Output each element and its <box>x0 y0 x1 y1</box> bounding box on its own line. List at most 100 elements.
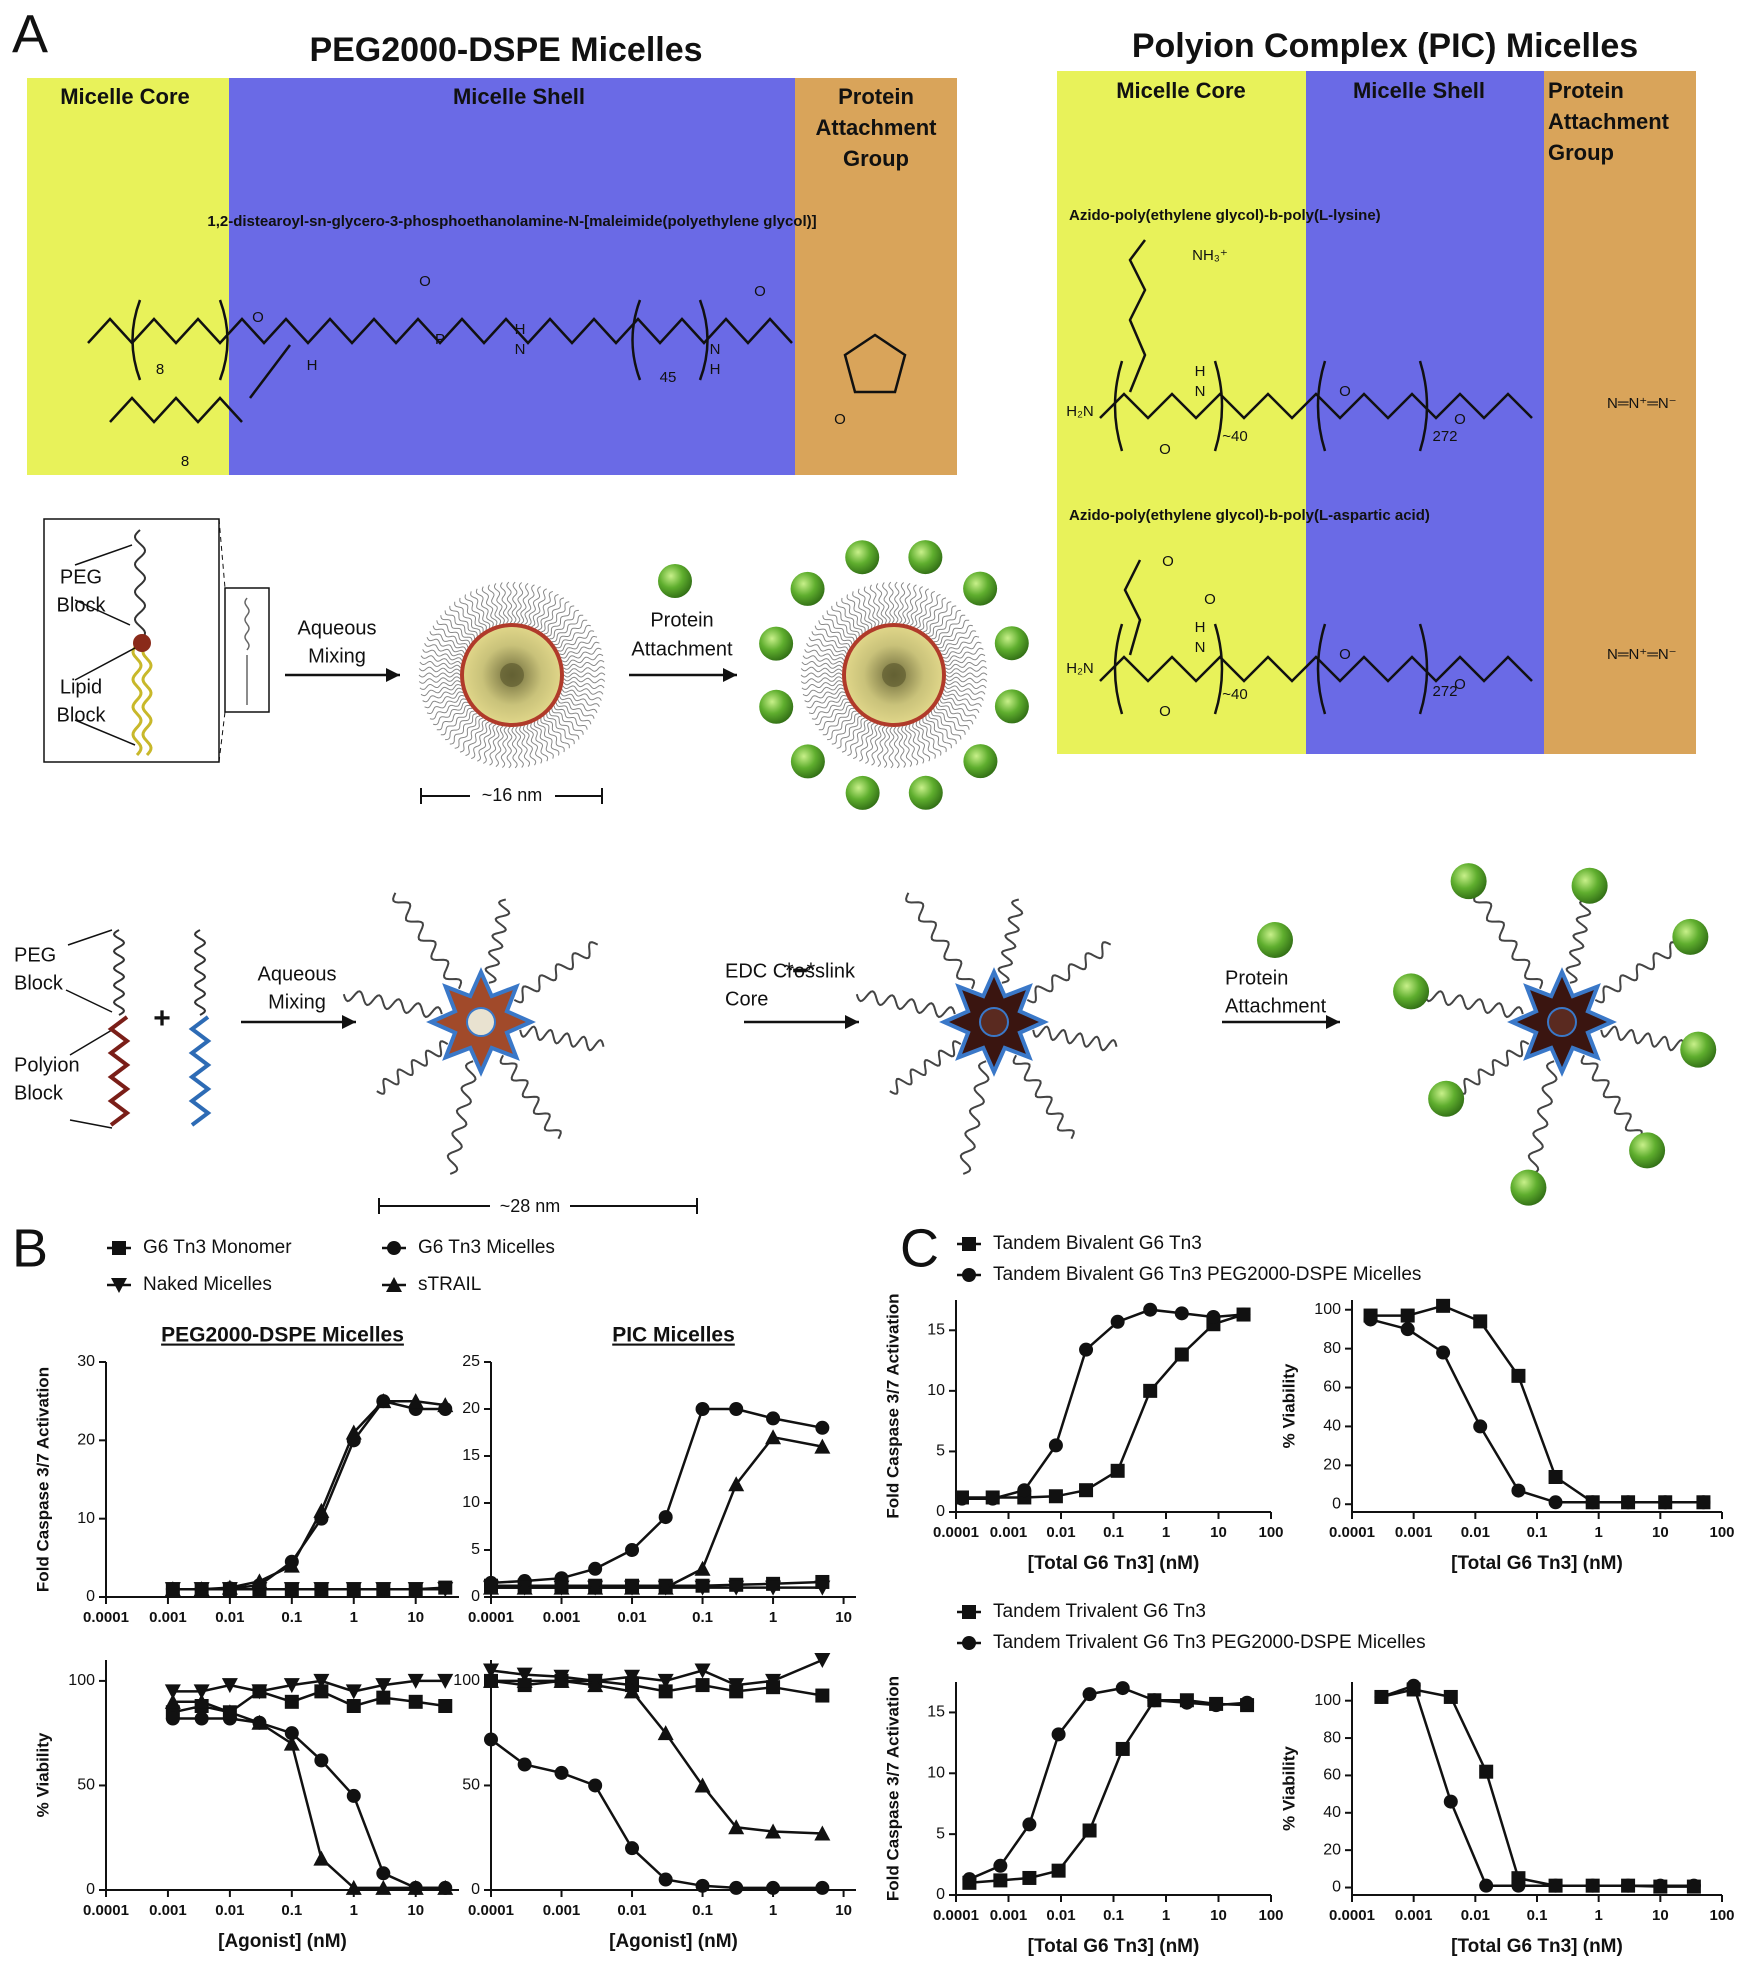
y-axis-label: % Viability <box>33 1732 52 1817</box>
marker <box>408 1694 423 1709</box>
atom-label: O <box>1339 646 1351 663</box>
x-tick-label: 0.001 <box>1395 1907 1433 1924</box>
peg-corona <box>822 707 855 736</box>
marker <box>657 1579 674 1595</box>
peg-corona <box>826 610 858 639</box>
marker <box>815 1420 830 1435</box>
y-tick-label: 20 <box>1323 1841 1341 1858</box>
peg-arm <box>1565 898 1592 984</box>
marker <box>962 1268 976 1282</box>
peg-corona <box>537 594 559 631</box>
peg-corona <box>802 683 844 697</box>
peg-corona <box>555 702 592 725</box>
peg-corona <box>537 719 560 756</box>
marker <box>814 1825 831 1841</box>
series-line <box>491 1580 823 1587</box>
x-axis-label: [Total G6 Tn3] (nM) <box>1451 1553 1623 1574</box>
label: Micelle Core <box>1116 78 1246 103</box>
marker <box>1621 1495 1636 1510</box>
series-line <box>1381 1688 1694 1888</box>
peg-corona <box>935 705 970 730</box>
protein <box>1680 1031 1717 1068</box>
peg-corona <box>836 601 863 635</box>
marker <box>588 1778 603 1793</box>
x-tick-label: 0.001 <box>990 1524 1028 1541</box>
scale-bar <box>420 788 603 804</box>
peg-arm <box>499 1054 562 1140</box>
atom-label: O <box>419 273 431 290</box>
label: EDC Crosslink <box>725 960 856 982</box>
atom-label: 272 <box>1432 683 1457 700</box>
marker <box>313 1502 330 1518</box>
y-tick-label: 15 <box>462 1447 480 1464</box>
y-tick-label: 80 <box>1323 1340 1341 1357</box>
marker <box>407 1879 424 1895</box>
peg-corona <box>852 591 873 629</box>
protein <box>1571 867 1608 904</box>
peg-corona <box>500 582 509 624</box>
label: Micelle Core <box>60 84 190 109</box>
atom-label: H <box>515 321 526 338</box>
marker <box>1022 1817 1037 1832</box>
marker <box>1115 1681 1130 1696</box>
marker <box>658 1510 673 1525</box>
marker <box>814 1438 831 1454</box>
atom-label: O <box>1454 411 1466 428</box>
protein <box>759 626 794 661</box>
arrow-head <box>1326 1015 1340 1029</box>
bond <box>1128 239 1147 393</box>
peg-corona <box>922 717 947 753</box>
atom-label: H <box>1195 363 1206 380</box>
marker <box>1406 1678 1421 1693</box>
protein <box>759 689 794 724</box>
peg-corona <box>945 666 988 674</box>
marker <box>376 1690 391 1705</box>
peg-corona <box>494 583 505 625</box>
marker <box>694 1580 711 1596</box>
atom-label: N <box>1195 383 1206 400</box>
peg-corona <box>543 715 570 749</box>
x-tick-label: 10 <box>407 1609 424 1626</box>
marker <box>284 1694 299 1709</box>
marker <box>993 1873 1008 1888</box>
peg-corona <box>422 649 463 661</box>
peg-corona <box>818 620 853 645</box>
x-tick-label: 0.0001 <box>1329 1524 1375 1541</box>
x-tick-label: 0.1 <box>692 1902 713 1919</box>
arrow-head <box>386 668 400 682</box>
marker <box>516 1672 533 1688</box>
marker <box>313 1850 330 1866</box>
peg-corona <box>822 615 855 642</box>
bond <box>249 344 291 399</box>
peg-corona <box>869 584 884 625</box>
peg-corona <box>943 647 984 663</box>
peg-arm <box>997 898 1024 984</box>
peg-corona <box>806 691 846 709</box>
atom-label: 272 <box>1432 428 1457 445</box>
peg-corona <box>440 615 473 642</box>
peg-corona <box>563 666 606 674</box>
marker <box>1110 1314 1125 1329</box>
peg-corona <box>925 715 952 749</box>
marker <box>1443 1794 1458 1809</box>
marker <box>728 1678 745 1694</box>
protein <box>963 571 998 606</box>
marker <box>437 1879 454 1895</box>
peg-corona <box>432 625 469 648</box>
arrow-head <box>845 1015 859 1029</box>
y-axis-label: % Viability <box>1279 1746 1298 1831</box>
series-line <box>491 1435 823 1589</box>
marker <box>1696 1495 1711 1510</box>
x-tick-label: 0.001 <box>543 1902 581 1919</box>
peg-chain <box>193 929 207 1016</box>
y-tick-label: 15 <box>927 1322 945 1339</box>
peg-corona <box>436 704 470 731</box>
peg-corona <box>811 631 849 651</box>
x-tick-label: 1 <box>1594 1907 1602 1924</box>
peg-corona <box>804 687 845 703</box>
y-tick-label: 0 <box>1332 1495 1341 1512</box>
marker <box>386 1277 402 1292</box>
pointer <box>74 544 136 746</box>
marker <box>345 1684 362 1700</box>
label: Aqueous <box>258 963 337 985</box>
